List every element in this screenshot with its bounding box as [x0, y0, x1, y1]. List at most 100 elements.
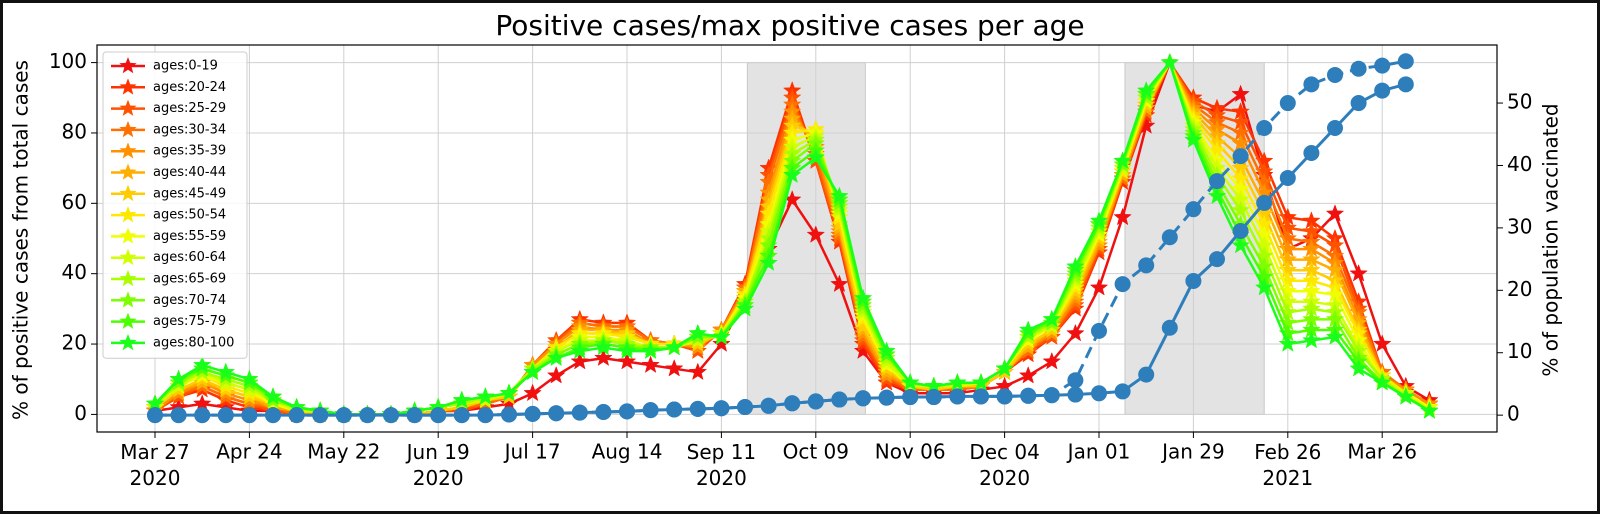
data-point [216, 362, 236, 381]
chart-title: Positive cases/max positive cases per ag… [495, 9, 1084, 42]
data-point [853, 288, 873, 307]
vaccination-point [737, 399, 753, 416]
vaccination-point [902, 389, 919, 406]
legend-label: ages:35-39 [153, 144, 226, 159]
data-point [476, 387, 495, 405]
data-point [1018, 320, 1038, 338]
legend-marker [119, 312, 137, 329]
vaccination-point [595, 404, 612, 421]
data-point [664, 358, 684, 377]
legend-marker [119, 184, 137, 202]
y2-tick-label: 10 [1507, 339, 1532, 363]
legend-marker [119, 99, 137, 116]
vaccination-point [1209, 251, 1225, 268]
data-point [1089, 278, 1109, 296]
vaccination-point [147, 407, 163, 424]
vaccination-point [265, 407, 281, 424]
data-point [806, 225, 826, 243]
data-point [617, 351, 637, 370]
data-point [594, 337, 613, 356]
y2-axis-label: % of population vaccinated [1539, 103, 1563, 376]
y2-tick-label: 30 [1507, 214, 1532, 238]
data-point [1420, 401, 1439, 419]
y-tick-label: 100 [49, 49, 87, 73]
vaccination-point [689, 400, 706, 417]
legend-box [102, 51, 248, 359]
legend-marker [119, 270, 137, 287]
data-point [499, 383, 519, 402]
data-point [1231, 235, 1250, 254]
legend-label: ages:65-69 [153, 272, 226, 287]
vaccination-point [760, 397, 777, 414]
legend-label: ages:45-49 [153, 186, 226, 201]
data-point [1349, 263, 1368, 282]
x-tick-label: May 22 [307, 440, 380, 464]
data-point [830, 186, 849, 205]
vaccination-point [501, 406, 517, 423]
vaccination-point [1209, 173, 1225, 190]
legend-label: ages:20-24 [153, 80, 226, 95]
data-point [641, 341, 660, 359]
x-tick-label: Jun 19 2020 [405, 440, 470, 490]
vaccination-point [383, 407, 399, 424]
data-point [1302, 330, 1321, 349]
y-axis-label: % of positive cases from total cases [9, 60, 33, 420]
legend-marker [119, 227, 137, 244]
vaccination-point [1397, 76, 1414, 93]
vaccination-point [1185, 201, 1202, 218]
vaccination-point [406, 407, 423, 424]
data-point [1184, 130, 1203, 148]
y-tick-label: 60 [62, 190, 87, 214]
vaccination-point [1091, 322, 1107, 339]
vaccination-point [335, 407, 352, 424]
vaccination-point [217, 407, 234, 424]
data-point [1066, 323, 1085, 342]
data-point [1113, 151, 1132, 169]
vaccination-point [713, 400, 730, 417]
vaccination-point [1350, 60, 1367, 77]
data-point [1372, 372, 1392, 391]
legend-label: ages:70-74 [153, 293, 226, 308]
vaccination-point [949, 388, 966, 405]
vaccination-point [1138, 257, 1155, 274]
vaccination-point [241, 407, 258, 424]
data-point [1396, 387, 1416, 405]
data-point [523, 383, 542, 402]
legend-marker [119, 291, 137, 308]
vaccination-point [619, 403, 635, 420]
y2-tick-label: 20 [1507, 277, 1532, 301]
data-point [830, 274, 849, 293]
x-tick-label: Jan 01 [1066, 440, 1131, 464]
x-tick-label: Oct 09 [783, 440, 849, 464]
axes-frame [96, 44, 1498, 433]
legend-label: ages:80-100 [153, 335, 234, 350]
legend-marker [119, 206, 137, 223]
data-point [1325, 327, 1345, 345]
vaccination-point [807, 393, 824, 410]
vaccination-point [1114, 276, 1131, 293]
data-point [877, 341, 896, 359]
x-tick-label: Dec 04 2020 [969, 440, 1040, 490]
legend-marker [119, 333, 137, 351]
data-point [1207, 186, 1227, 205]
x-tick-label: Mar 27 2020 [120, 440, 190, 490]
data-point [570, 351, 590, 370]
vaccination-point [1279, 95, 1296, 112]
vaccination-point [1256, 120, 1273, 137]
data-point [546, 365, 566, 384]
data-point [570, 341, 590, 359]
vaccination-point [1350, 95, 1367, 112]
data-point [1325, 204, 1345, 222]
legend-label: ages:50-54 [153, 208, 226, 223]
x-tick-label: Sep 11 2020 [687, 440, 757, 490]
data-point [782, 165, 802, 184]
legend-marker [119, 142, 137, 159]
data-point [169, 369, 188, 388]
data-point [1066, 256, 1085, 275]
legend-marker [119, 120, 137, 138]
data-point [971, 372, 991, 391]
vaccination-point [878, 389, 895, 406]
vaccination-point [1374, 57, 1391, 74]
data-point [712, 327, 731, 345]
